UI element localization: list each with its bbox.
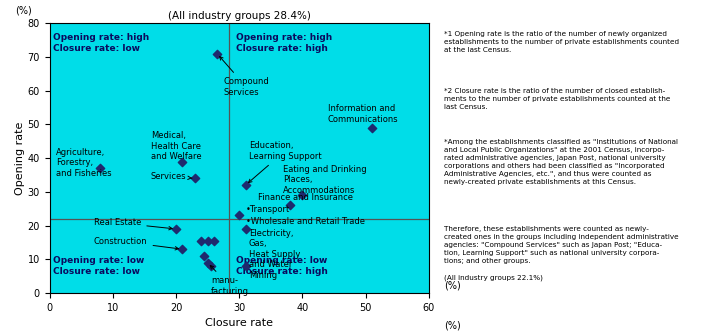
X-axis label: Closure rate: Closure rate: [205, 318, 273, 328]
Text: Medical,
Health Care
and Welfare: Medical, Health Care and Welfare: [151, 131, 202, 161]
Text: Closure rate: high: Closure rate: high: [236, 44, 328, 53]
Text: Closure rate: high: Closure rate: high: [236, 267, 328, 276]
Point: [190, 176, 201, 181]
Text: Services: Services: [151, 172, 192, 181]
Point: [208, 238, 219, 243]
Point: [202, 260, 213, 265]
Text: Real Estate: Real Estate: [94, 218, 173, 230]
Point: [196, 238, 207, 243]
Text: Finance and Insurance: Finance and Insurance: [258, 193, 353, 202]
Text: Closure rate: low: Closure rate: low: [53, 267, 140, 276]
Text: Closure rate: low: Closure rate: low: [53, 44, 140, 53]
Point: [240, 226, 251, 232]
Text: Information and
Communications: Information and Communications: [327, 104, 398, 124]
Point: [177, 246, 188, 252]
Text: Opening rate: high: Opening rate: high: [53, 33, 149, 42]
Text: Agriculture,
Forestry,
and Fisheries: Agriculture, Forestry, and Fisheries: [56, 148, 111, 178]
Text: Eating and Drinking
Places,
Accommodations: Eating and Drinking Places, Accommodatio…: [283, 165, 367, 195]
Y-axis label: Opening rate: Opening rate: [15, 122, 25, 195]
Text: Opening rate: low: Opening rate: low: [236, 256, 327, 265]
Point: [366, 125, 378, 131]
Text: (%): (%): [444, 320, 461, 330]
Title: (All industry groups 28.4%): (All industry groups 28.4%): [168, 11, 311, 21]
Point: [177, 159, 188, 164]
Point: [240, 263, 251, 269]
Text: manu-
facturing: manu- facturing: [210, 265, 248, 296]
Text: Therefore, these establishments were counted as newly-
created ones in the group: Therefore, these establishments were cou…: [444, 226, 679, 264]
Point: [170, 226, 182, 232]
Text: Education,
Learning Support: Education, Learning Support: [248, 141, 322, 182]
Text: (%): (%): [444, 280, 461, 290]
Text: Construction: Construction: [94, 237, 178, 250]
Text: Electricity,
Gas,
Heat Supply
and Water
Mining: Electricity, Gas, Heat Supply and Water …: [248, 229, 300, 280]
Point: [297, 192, 308, 198]
Point: [212, 51, 223, 56]
Text: (All industry groups 22.1%): (All industry groups 22.1%): [444, 274, 543, 281]
Point: [199, 253, 210, 259]
Text: Opening rate: low: Opening rate: low: [53, 256, 144, 265]
Text: *1 Opening rate is the ratio of the number of newly organized
establishments to : *1 Opening rate is the ratio of the numb…: [444, 31, 679, 53]
Text: (%): (%): [16, 5, 33, 15]
Text: Compound
Services: Compound Services: [219, 57, 269, 97]
Point: [205, 263, 217, 269]
Text: Opening rate: high: Opening rate: high: [236, 33, 332, 42]
Point: [234, 213, 245, 218]
Point: [202, 238, 213, 243]
Text: •Wholesale and Retail Trade: •Wholesale and Retail Trade: [246, 216, 364, 226]
Text: *Among the establishments classified as "Institutions of National
and Local Publ: *Among the establishments classified as …: [444, 139, 678, 185]
Point: [284, 203, 295, 208]
Point: [240, 182, 251, 188]
Text: •Transport: •Transport: [246, 205, 290, 214]
Text: *2 Closure rate is the ratio of the number of closed establish-
ments to the num: *2 Closure rate is the ratio of the numb…: [444, 88, 670, 110]
Point: [94, 166, 106, 171]
